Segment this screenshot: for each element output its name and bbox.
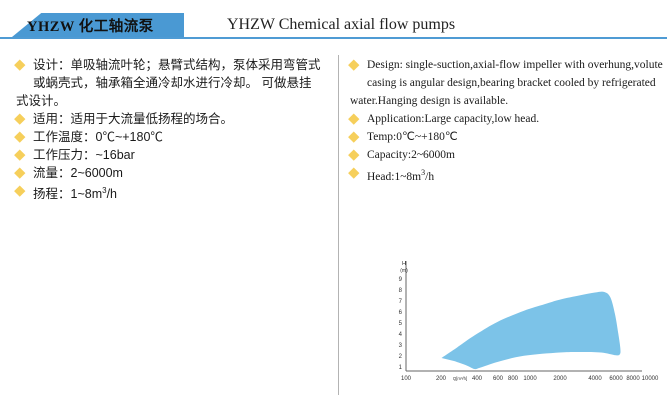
svg-text:3: 3 [399,343,403,349]
svg-text:2: 2 [399,354,403,360]
svg-text:800: 800 [508,376,519,382]
svg-text:6000: 6000 [609,376,623,382]
svg-text:4: 4 [399,332,403,338]
svg-text:Q[m³/h]: Q[m³/h] [453,376,467,381]
svg-text:8000: 8000 [626,376,640,382]
svg-text:6: 6 [399,310,403,316]
svg-text:400: 400 [472,376,483,382]
svg-text:5: 5 [399,321,403,327]
svg-text:8: 8 [399,288,403,294]
svg-text:(m): (m) [400,268,408,274]
svg-text:200: 200 [436,376,447,382]
svg-text:10000: 10000 [642,376,659,382]
svg-text:7: 7 [399,299,403,305]
svg-text:H: H [402,261,406,267]
svg-text:100: 100 [401,376,412,382]
svg-text:4000: 4000 [588,376,602,382]
svg-text:2000: 2000 [553,376,567,382]
svg-text:9: 9 [399,277,403,283]
svg-text:1: 1 [399,365,403,371]
svg-text:600: 600 [493,376,504,382]
svg-text:1000: 1000 [523,376,537,382]
